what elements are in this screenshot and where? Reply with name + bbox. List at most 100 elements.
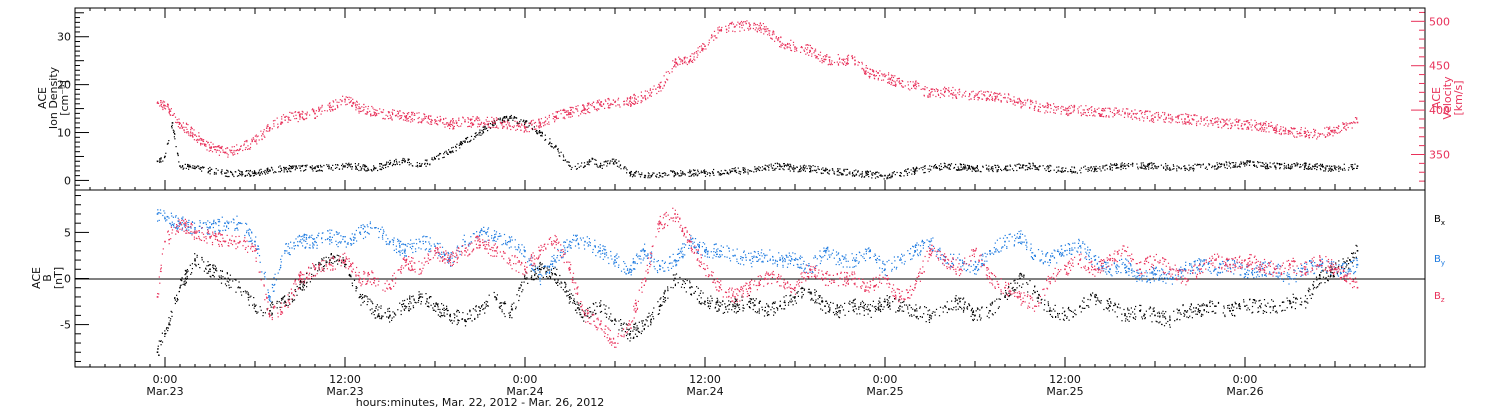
velocity-dot [470, 126, 472, 128]
density-dot [754, 166, 756, 168]
density-dot [979, 170, 981, 173]
velocity-dot [1232, 122, 1234, 124]
velocity-dot [1026, 100, 1028, 102]
density-dot [555, 146, 557, 148]
bx-point [209, 268, 211, 271]
density-dot [1192, 170, 1195, 172]
density-dot [865, 172, 867, 174]
velocity-dot [477, 123, 479, 125]
density-dot [997, 166, 1000, 168]
bx-dot [1118, 303, 1120, 305]
velocity-point [1094, 110, 1096, 112]
velocity-dot [294, 118, 296, 120]
velocity-dot [1245, 120, 1247, 122]
density-dot [162, 160, 164, 162]
density-dot [1205, 166, 1207, 168]
density-dot [650, 175, 652, 177]
density-dot [922, 169, 924, 171]
velocity-dot [821, 62, 823, 64]
velocity-dot [344, 101, 346, 103]
density-dot [459, 147, 461, 149]
velocity-dot [186, 131, 188, 133]
density-dot [1145, 168, 1147, 170]
velocity-dot [1135, 113, 1137, 115]
density-dot [425, 165, 427, 167]
velocity-dot [600, 104, 602, 106]
density-dot [445, 150, 447, 152]
bx-dot [606, 313, 608, 315]
velocity-dot [717, 29, 719, 31]
velocity-dot [1152, 119, 1154, 121]
bx-dot [447, 309, 449, 312]
velocity-dot [500, 122, 502, 124]
velocity-dot [1347, 126, 1349, 129]
density-dot [270, 166, 273, 168]
bx-dot [927, 313, 929, 316]
velocity-dot [548, 121, 550, 123]
velocity-dot [866, 67, 869, 69]
velocity-dot [989, 94, 991, 96]
velocity-dot [803, 50, 806, 52]
velocity-dot [1257, 123, 1259, 125]
density-dot [874, 173, 876, 175]
velocity-dot [404, 119, 406, 121]
velocity-dot [1066, 112, 1068, 114]
velocity-dot [1024, 99, 1026, 101]
velocity-dot [1144, 111, 1146, 113]
velocity-dot [486, 123, 488, 125]
velocity-dot [190, 134, 192, 136]
density-dot [560, 151, 562, 153]
density-dot [694, 174, 697, 176]
density-dot [698, 172, 700, 174]
density-dot [564, 159, 566, 162]
velocity-dot [1138, 117, 1140, 119]
density-dot [924, 165, 926, 167]
velocity-dot [234, 153, 236, 155]
density-dot [1095, 165, 1097, 167]
density-dot [764, 164, 766, 166]
density-dot [484, 126, 486, 128]
velocity-dot [1313, 135, 1315, 137]
velocity-dot [777, 39, 779, 42]
velocity-dot [523, 126, 526, 128]
bx-dot [1224, 314, 1226, 316]
bx-dot [443, 314, 445, 316]
bx-point [869, 310, 871, 312]
density-dot [786, 164, 788, 166]
velocity-dot [424, 116, 426, 118]
velocity-dot [484, 123, 486, 125]
velocity-dot [1269, 125, 1271, 127]
x-ticks: 0:00Mar.2312:00Mar.230:00Mar.2412:00Mar.… [74, 8, 1426, 398]
density-dot [796, 166, 798, 168]
velocity-dot [1004, 93, 1006, 95]
velocity-dot [346, 96, 348, 99]
bx-dot [1037, 296, 1039, 298]
density-dot [1329, 165, 1331, 167]
bx-dot [628, 329, 630, 331]
velocity-dot [1282, 126, 1284, 128]
velocity-dot [578, 115, 580, 117]
velocity-dot [725, 28, 728, 30]
bx-dot [897, 310, 899, 312]
density-dot [365, 165, 368, 168]
density-dot [544, 139, 546, 141]
density-dot [381, 163, 383, 165]
density-dot [420, 164, 422, 166]
velocity-dot [700, 45, 702, 47]
velocity-point [734, 25, 736, 28]
density-dot [734, 170, 736, 173]
density-dot [1087, 167, 1089, 169]
velocity-dot [469, 118, 471, 120]
density-dot [244, 175, 246, 177]
velocity-dot [204, 143, 206, 145]
density-dot [237, 169, 240, 171]
bx-dot [674, 284, 676, 287]
density-dot [419, 162, 421, 165]
velocity-dot [595, 108, 598, 110]
density-dot [489, 123, 491, 125]
density-dot [183, 167, 185, 169]
density-dot [1269, 162, 1271, 164]
density-dot [719, 174, 721, 176]
velocity-dot [742, 22, 744, 24]
velocity-dot [450, 123, 453, 126]
